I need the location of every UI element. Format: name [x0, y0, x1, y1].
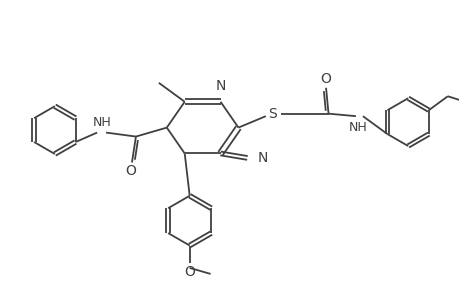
Text: N: N [257, 152, 267, 165]
Text: NH: NH [348, 121, 367, 134]
Text: NH: NH [93, 116, 111, 129]
Text: O: O [320, 72, 331, 86]
Text: N: N [215, 79, 225, 93]
Text: O: O [125, 164, 135, 178]
Text: O: O [184, 265, 195, 279]
Text: S: S [267, 107, 276, 121]
